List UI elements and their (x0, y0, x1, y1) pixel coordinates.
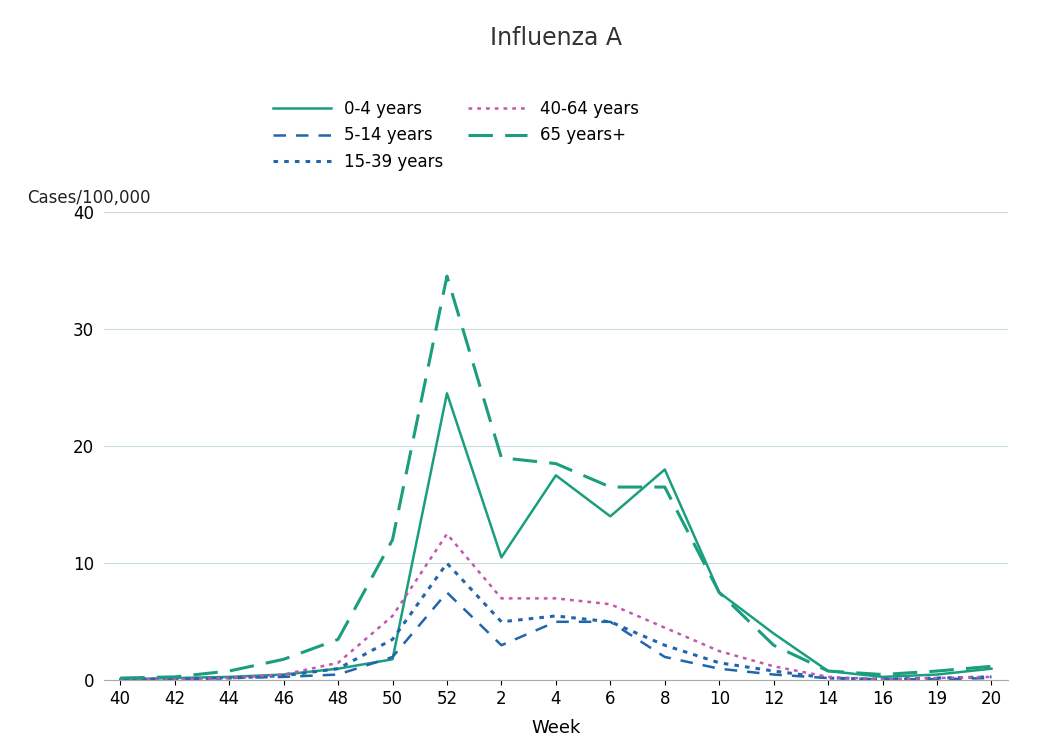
Text: Cases/100,000: Cases/100,000 (27, 189, 151, 207)
X-axis label: Week: Week (531, 719, 581, 737)
Title: Influenza A: Influenza A (489, 26, 622, 50)
Legend: 0-4 years, 5-14 years, 15-39 years, 40-64 years, 65 years+: 0-4 years, 5-14 years, 15-39 years, 40-6… (266, 94, 646, 178)
